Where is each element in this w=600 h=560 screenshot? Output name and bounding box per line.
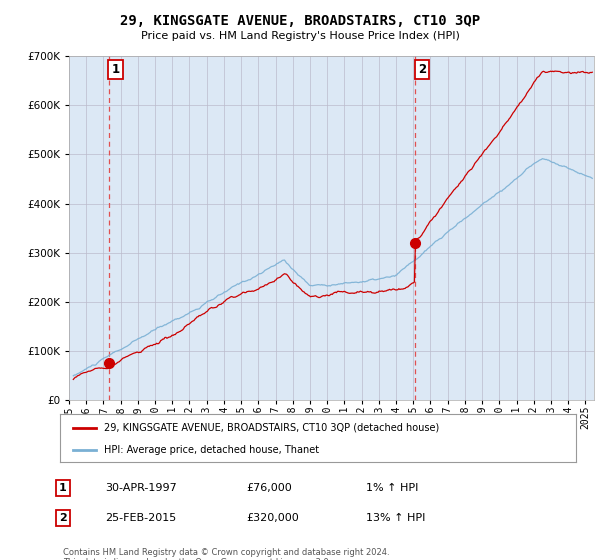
Text: 29, KINGSGATE AVENUE, BROADSTAIRS, CT10 3QP: 29, KINGSGATE AVENUE, BROADSTAIRS, CT10 … xyxy=(120,14,480,28)
Text: 25-FEB-2015: 25-FEB-2015 xyxy=(105,513,176,523)
Text: 1: 1 xyxy=(59,483,67,493)
Text: 2: 2 xyxy=(59,513,67,523)
Text: £76,000: £76,000 xyxy=(246,483,292,493)
Text: 30-APR-1997: 30-APR-1997 xyxy=(105,483,177,493)
Text: Contains HM Land Registry data © Crown copyright and database right 2024.
This d: Contains HM Land Registry data © Crown c… xyxy=(63,548,389,560)
Text: 29, KINGSGATE AVENUE, BROADSTAIRS, CT10 3QP (detached house): 29, KINGSGATE AVENUE, BROADSTAIRS, CT10 … xyxy=(104,423,439,433)
Text: 2: 2 xyxy=(418,63,426,76)
Text: 1: 1 xyxy=(112,63,120,76)
Text: Price paid vs. HM Land Registry's House Price Index (HPI): Price paid vs. HM Land Registry's House … xyxy=(140,31,460,41)
Text: HPI: Average price, detached house, Thanet: HPI: Average price, detached house, Than… xyxy=(104,445,319,455)
Text: £320,000: £320,000 xyxy=(246,513,299,523)
Text: 13% ↑ HPI: 13% ↑ HPI xyxy=(366,513,425,523)
Text: 1% ↑ HPI: 1% ↑ HPI xyxy=(366,483,418,493)
